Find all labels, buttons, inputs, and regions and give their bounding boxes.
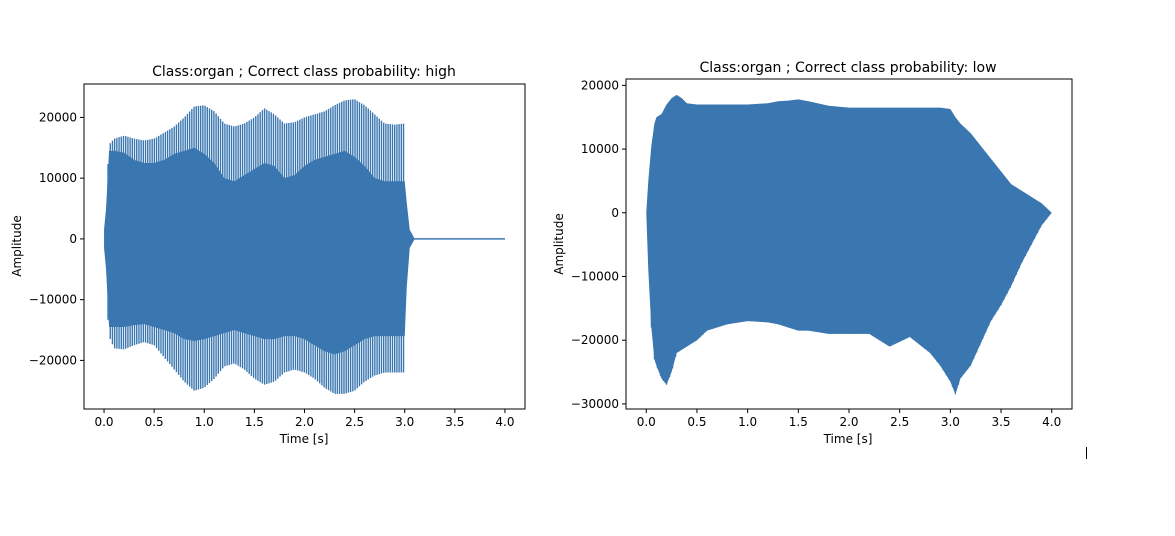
- y-tick-label: −10000: [29, 293, 77, 307]
- waveform-series: [104, 99, 505, 394]
- x-tick-label: 0.5: [687, 415, 706, 429]
- x-tick-label: 3.5: [991, 415, 1010, 429]
- x-tick-label: 1.5: [789, 415, 808, 429]
- x-tick-label: 1.0: [738, 415, 757, 429]
- x-tick-label: 1.0: [195, 415, 214, 429]
- y-tick-label: 20000: [39, 110, 77, 124]
- x-axis-label: Time [s]: [279, 432, 329, 446]
- chart-title: Class:organ ; Correct class probability:…: [699, 60, 996, 76]
- x-tick-label: 2.0: [839, 415, 858, 429]
- x-axis-label: Time [s]: [823, 432, 873, 446]
- text-cursor: [1086, 447, 1087, 459]
- x-tick-label: 3.0: [941, 415, 960, 429]
- x-tick-label: 0.5: [145, 415, 164, 429]
- x-tick-label: 2.5: [890, 415, 909, 429]
- x-tick-label: 0.0: [94, 415, 113, 429]
- y-tick-label: 10000: [581, 142, 619, 156]
- x-tick-label: 1.5: [245, 415, 264, 429]
- x-tick-label: 4.0: [495, 415, 514, 429]
- y-tick-label: 0: [69, 232, 77, 246]
- x-axis-ticks: 0.0 0.5 1.0 1.5 2.0 2.5 3.0 3.5 4.0: [94, 409, 515, 429]
- y-tick-label: −10000: [571, 269, 619, 283]
- y-tick-label: −20000: [571, 333, 619, 347]
- y-axis-ticks: −20000 −10000 0 10000 20000: [29, 110, 84, 367]
- x-tick-label: 3.5: [445, 415, 464, 429]
- chart-low: Class:organ ; Correct class probability:…: [552, 60, 1073, 446]
- x-tick-label: 2.0: [295, 415, 314, 429]
- y-tick-label: 20000: [581, 78, 619, 92]
- y-axis-ticks: −30000 −20000 −10000 0 10000 20000: [571, 78, 626, 411]
- x-tick-label: 3.0: [395, 415, 414, 429]
- x-axis-ticks: 0.0 0.5 1.0 1.5 2.0 2.5 3.0 3.5 4.0: [637, 409, 1061, 429]
- chart-high: Class:organ ; Correct class probability:…: [10, 64, 526, 446]
- waveform-series: [646, 94, 1052, 395]
- y-tick-label: −20000: [29, 353, 77, 367]
- y-axis-label: Amplitude: [552, 213, 566, 275]
- x-tick-label: 0.0: [637, 415, 656, 429]
- y-tick-label: 0: [611, 206, 619, 220]
- y-axis-label: Amplitude: [10, 215, 24, 277]
- y-tick-label: −30000: [571, 397, 619, 411]
- x-tick-label: 2.5: [345, 415, 364, 429]
- x-tick-label: 4.0: [1042, 415, 1061, 429]
- y-tick-label: 10000: [39, 171, 77, 185]
- chart-title: Class:organ ; Correct class probability:…: [152, 64, 456, 80]
